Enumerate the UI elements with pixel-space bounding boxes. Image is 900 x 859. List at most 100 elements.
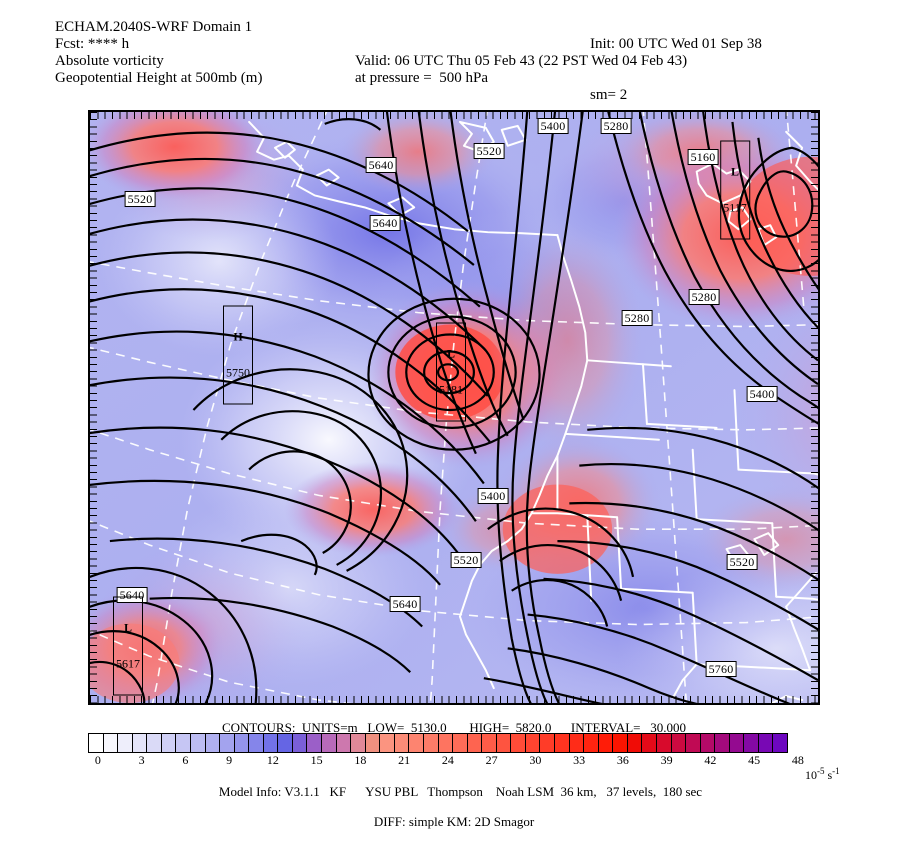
color-scale-tick: 39 xyxy=(660,753,673,767)
low-symbol: L xyxy=(730,164,739,179)
graticule xyxy=(90,112,818,703)
units-suffix-exponent: -1 xyxy=(832,766,840,776)
color-scale-cell xyxy=(642,734,657,752)
contour-label: 5280 xyxy=(600,118,632,134)
color-scale-cell xyxy=(584,734,599,752)
header-line-4: Geopotential Height at 500mb (m) xyxy=(55,53,895,86)
low-value: 5181 xyxy=(439,382,463,397)
contour-label: 5400 xyxy=(477,488,509,504)
color-scale-cell xyxy=(263,734,279,752)
contour-field-name: Geopotential Height at 500mb (m) xyxy=(55,70,263,86)
color-scale-cell xyxy=(336,734,352,752)
contour-label: 5520 xyxy=(124,191,156,207)
color-scale-cell xyxy=(758,734,774,752)
color-scale-cell xyxy=(467,734,483,752)
contour-label: 5400 xyxy=(746,386,778,402)
color-scale-tick: 48 xyxy=(791,753,804,767)
color-scale-tick: 45 xyxy=(748,753,761,767)
color-scale-tick: 3 xyxy=(138,753,145,767)
color-scale-cell xyxy=(278,734,293,752)
model-info-block: Model Info: V3.1.1 KF YSU PBL Thompson N… xyxy=(88,769,820,859)
units-mantissa: 10 xyxy=(805,768,817,782)
low-value: 5617 xyxy=(116,656,140,671)
color-scale-cell xyxy=(482,734,497,752)
init-time: Init: 00 UTC Wed 01 Sep 38 xyxy=(590,36,762,52)
header-line-2: Fcst: **** h Valid: 06 UTC Thu 05 Feb 43… xyxy=(55,19,895,69)
color-scale-cell xyxy=(205,734,221,752)
color-scale-tick-labels: 0 3 6 9 12 15 18 21 24 27 30 33 36 39 42 45 48 xyxy=(88,753,804,769)
color-scale-cell xyxy=(118,734,133,752)
color-scale-cell xyxy=(292,734,308,752)
units-exponent: -5 xyxy=(817,766,825,776)
contour-label: 5280 xyxy=(688,289,720,305)
contour-label: 5160 xyxy=(687,149,719,165)
color-scale-tick: 0 xyxy=(94,753,101,767)
contour-label: 5400 xyxy=(537,118,569,134)
color-scale-cell xyxy=(729,734,745,752)
color-scale-cell xyxy=(525,734,541,752)
contour-label: 5640 xyxy=(116,587,148,603)
color-scale-cell xyxy=(380,734,395,752)
contour-label: 5640 xyxy=(369,215,401,231)
color-scale-cell xyxy=(744,734,759,752)
color-scale-tick: 21 xyxy=(398,753,411,767)
color-scale-cell xyxy=(555,734,570,752)
low-value: 5117 xyxy=(723,200,747,215)
high-center-marker: H 5750 xyxy=(223,305,253,405)
forecast-hour: Fcst: **** h xyxy=(55,36,130,52)
contour-label: 5520 xyxy=(473,143,505,159)
color-scale-cell xyxy=(103,734,119,752)
color-scale-cell xyxy=(773,734,787,752)
color-scale-tick: 15 xyxy=(310,753,323,767)
color-scale-tick: 33 xyxy=(573,753,586,767)
high-symbol: H xyxy=(233,329,243,344)
color-scale-bar xyxy=(88,733,788,753)
low-center-marker: L 5181 xyxy=(436,322,466,422)
color-scale-tick: 27 xyxy=(485,753,498,767)
color-scale-units: 10-5 s-1 xyxy=(793,751,840,798)
color-scale-cell xyxy=(496,734,512,752)
vorticity-shading-layer xyxy=(90,112,818,703)
low-center-marker: L 5617 xyxy=(113,596,143,696)
contour-legend-title: CONTOURS: UNITS=m LOW= 5130.0 HIGH= 5820… xyxy=(221,720,687,735)
color-scale-cell xyxy=(161,734,177,752)
color-scale-cell xyxy=(132,734,148,752)
high-value: 5750 xyxy=(226,365,250,380)
color-scale-tick: 12 xyxy=(266,753,279,767)
color-scale-tick: 36 xyxy=(616,753,629,767)
model-info-line-1: Model Info: V3.1.1 KF YSU PBL Thompson N… xyxy=(218,784,703,799)
color-scale-cell xyxy=(176,734,191,752)
color-scale-cell xyxy=(613,734,628,752)
color-scale-cell xyxy=(627,734,643,752)
color-scale-tick: 18 xyxy=(354,753,367,767)
contour-label: 5520 xyxy=(726,554,758,570)
pressure-level: at pressure = 500 hPa xyxy=(355,70,489,86)
color-scale-cell xyxy=(656,734,672,752)
color-scale-cell xyxy=(569,734,585,752)
valid-time: Valid: 06 UTC Thu 05 Feb 43 (22 PST Wed … xyxy=(355,53,688,69)
color-scale-tick: 9 xyxy=(226,753,233,767)
color-scale-cell xyxy=(438,734,454,752)
low-symbol: L xyxy=(123,620,132,635)
chart-header: ECHAM.2040S-WRF Domain 1 Init: 00 UTC We… xyxy=(55,2,895,103)
low-symbol: L xyxy=(446,346,455,361)
units-suffix: s xyxy=(827,768,833,782)
color-scale-cell xyxy=(147,734,162,752)
color-scale-cell xyxy=(453,734,468,752)
smoothing-value: sm= 2 xyxy=(590,87,628,103)
contour-label: 5640 xyxy=(389,596,421,612)
color-scale-tick: 42 xyxy=(704,753,717,767)
color-scale-cell xyxy=(307,734,322,752)
color-scale-cell xyxy=(686,734,701,752)
color-scale-cell xyxy=(511,734,526,752)
color-scale-tick: 30 xyxy=(529,753,542,767)
color-scale-cell xyxy=(394,734,410,752)
color-scale-cell xyxy=(89,734,104,752)
color-scale-cell xyxy=(700,734,716,752)
model-domain-title: ECHAM.2040S-WRF Domain 1 xyxy=(55,19,253,35)
color-scale-cell xyxy=(671,734,687,752)
color-scale-cell xyxy=(715,734,730,752)
color-scale-cell xyxy=(234,734,250,752)
weather-model-chart: ECHAM.2040S-WRF Domain 1 Init: 00 UTC We… xyxy=(55,2,895,829)
color-scale-cell xyxy=(540,734,555,752)
